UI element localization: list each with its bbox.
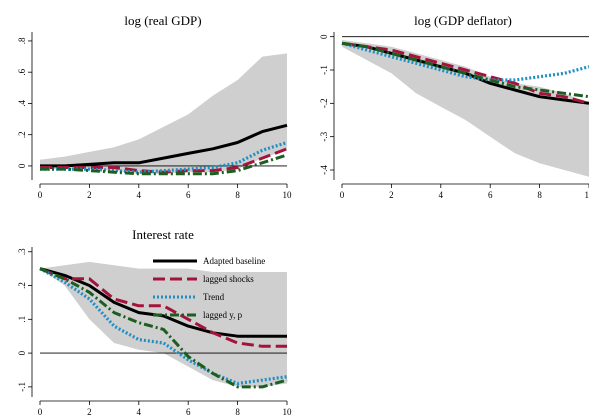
panel-3-series-trend: [39, 267, 288, 386]
panel-1-y-tick-label-3: .6: [17, 68, 27, 75]
panel-3-x-tick-label-2: 2: [87, 407, 92, 417]
panel-1-y-tick-label-0: 0: [17, 163, 27, 168]
legend-label-trend: Trend: [203, 292, 225, 302]
panel-2-confidence-band: [342, 40, 589, 177]
panel-1-x-tick-label-4: 4: [137, 190, 142, 200]
panel-3-series-adapted-baseline: [39, 267, 287, 338]
panel-3-y-tick-label-1: .2: [17, 282, 27, 289]
panel-1-series-lagged-yp: [40, 153, 288, 176]
panel-1-confidence-band: [40, 53, 287, 174]
panel-1-series-adapted-baseline: [40, 123, 288, 168]
panel-2-series-lagged-shocks: [341, 41, 589, 105]
legend-label-lagged-yp: lagged y, p: [203, 310, 243, 320]
panel-3-title: Interest rate: [132, 227, 194, 242]
panel-3-x-tick-label-8: 8: [235, 407, 240, 417]
panel-3-series-lagged-shocks: [39, 267, 287, 348]
panel-3-x-tick-label-10: 10: [283, 407, 293, 417]
panel-3-y-tick-label-4: -.1: [17, 382, 27, 392]
panel-2-y-tick-label-0: 0: [319, 34, 329, 39]
panel-1-x-tick-label-8: 8: [235, 190, 240, 200]
panel-1-x-tick-label-6: 6: [186, 190, 191, 200]
panel-1-y-tick-label-1: .2: [17, 131, 27, 138]
panel-1-x-tick-label-10: 10: [283, 190, 293, 200]
panel-3-x-tick-label-6: 6: [186, 407, 191, 417]
panel-3-x-tick-label-0: 0: [38, 407, 43, 417]
panel-2-x-tick-label-0: 0: [340, 190, 345, 200]
panel-2-x-tick-label-6: 6: [488, 190, 493, 200]
panel-2-x-tick-label-4: 4: [439, 190, 444, 200]
panel-2-y-tick-label-1: -.1: [319, 65, 329, 75]
panel-1-x-tick-label-2: 2: [87, 190, 92, 200]
legend-label-lagged-shocks: lagged shocks: [203, 274, 254, 284]
panel-2-y-tick-label-3: -.3: [319, 131, 329, 141]
panel-2-x-tick-label-8: 8: [537, 190, 542, 200]
panel-2-x-tick-label-2: 2: [389, 190, 394, 200]
panel-2-x-tick-label-10: 10: [585, 190, 589, 200]
panel-3-x-tick-label-4: 4: [137, 407, 142, 417]
panel-2-y-tick-label-4: -.4: [319, 165, 329, 175]
panel-1-y-tick-label-2: .4: [17, 100, 27, 107]
panel-1-y-tick-label-4: .8: [17, 37, 27, 44]
panel-1-title: log (real GDP): [124, 13, 201, 28]
panel-3-y-tick-label-3: 0: [17, 350, 27, 355]
panel-2-y-tick-label-2: -.2: [319, 98, 329, 108]
panel-2-title: log (GDP deflator): [414, 13, 512, 28]
panel-3-y-tick-label-0: .3: [17, 248, 27, 255]
panel-3-series-lagged-yp: [39, 267, 288, 389]
legend-label-adapted-baseline: Adapted baseline: [203, 256, 265, 266]
legend: Adapted baseline lagged shocks Trend lag…: [153, 256, 265, 320]
panel-2-series-lagged-yp: [341, 41, 589, 99]
panel-3-y-tick-label-2: .1: [17, 316, 27, 323]
panel-1-x-tick-label-0: 0: [38, 190, 43, 200]
